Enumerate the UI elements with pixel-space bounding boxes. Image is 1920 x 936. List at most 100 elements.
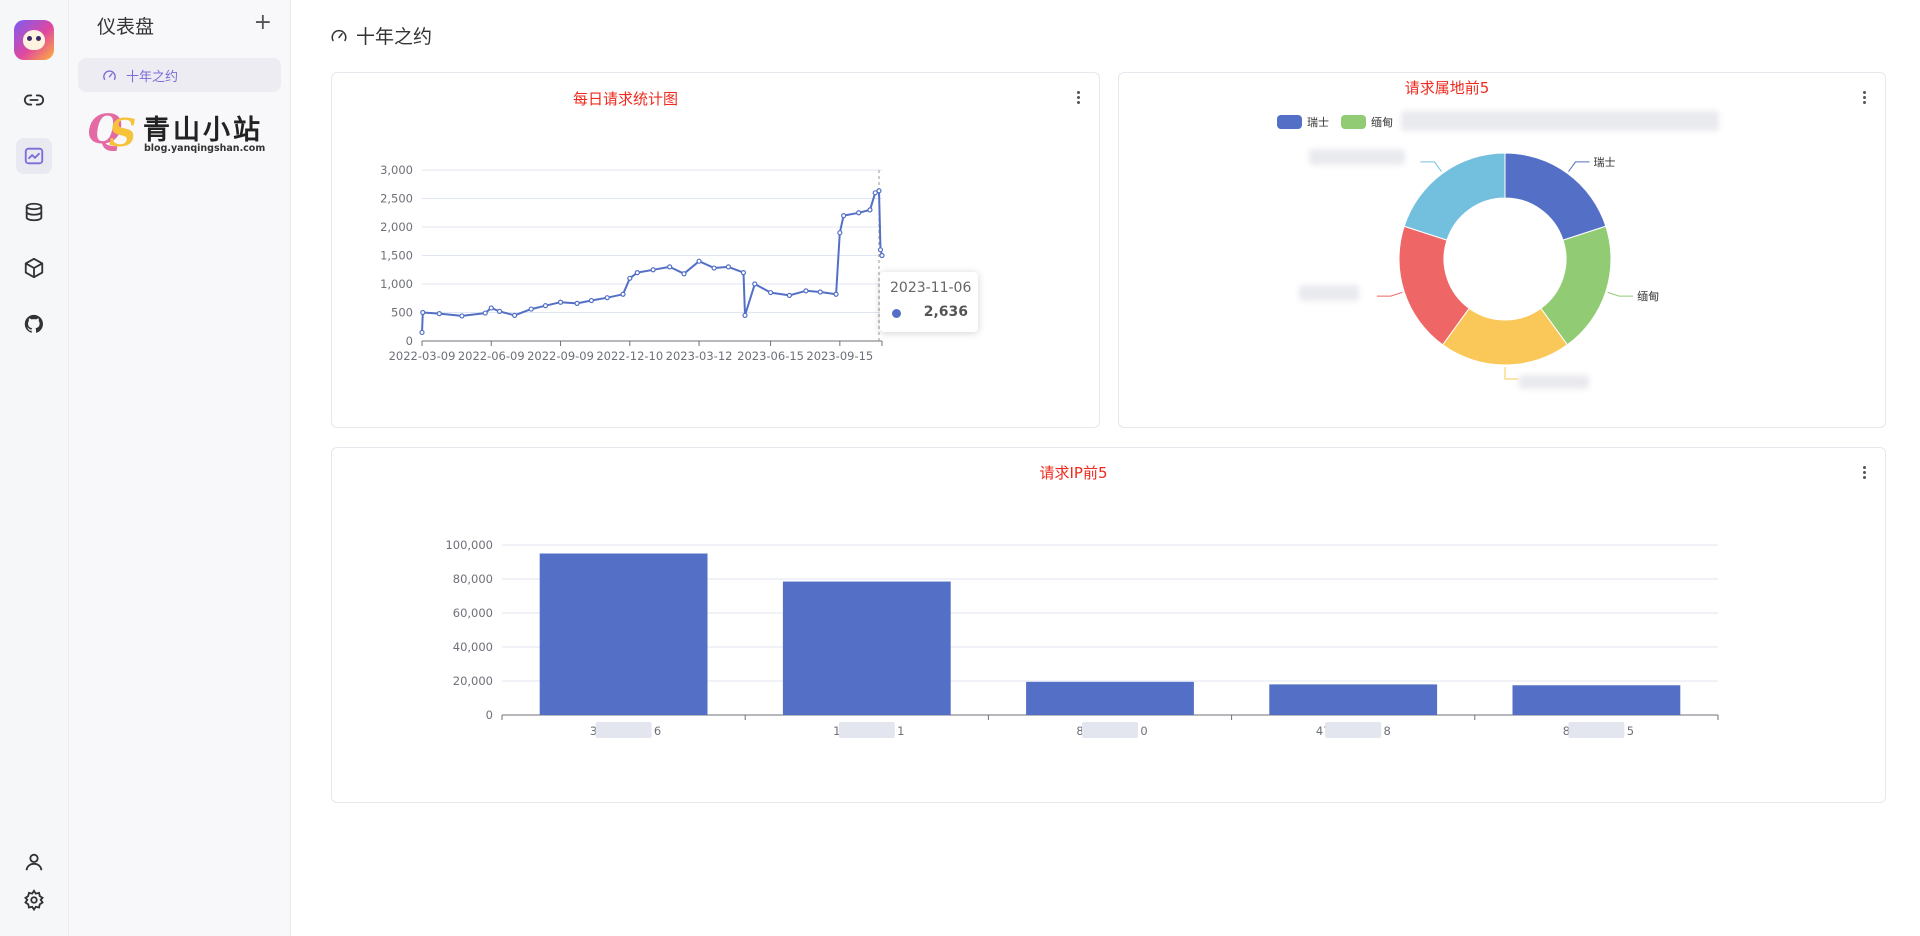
data-point — [634, 270, 640, 276]
link-icon[interactable] — [16, 82, 52, 118]
bear-face-icon — [23, 30, 45, 50]
data-point — [752, 281, 758, 287]
brand-name: 青山小站 — [143, 115, 263, 146]
page-title-text: 十年之约 — [356, 26, 433, 48]
gear-icon[interactable] — [16, 882, 52, 918]
data-point — [574, 300, 580, 306]
tooltip-date: 2023-11-06 — [890, 280, 972, 296]
cube-icon[interactable] — [16, 250, 52, 286]
data-point — [696, 258, 702, 264]
data-point — [588, 297, 594, 304]
data-point — [557, 299, 564, 305]
y-tick-label: 2,000 — [380, 220, 413, 234]
sidebar-title: 仪表盘 — [97, 16, 155, 38]
bar — [1512, 685, 1681, 715]
dashboard-sidebar: 仪表盘 + 十年之约 Q S 青山小站 blog.yanqingshan.com — [69, 0, 291, 936]
redacted-ip — [1325, 722, 1382, 738]
data-point — [872, 190, 878, 196]
label-leader — [1568, 161, 1590, 172]
tooltip-value: 2,636 — [923, 304, 968, 320]
data-point — [837, 230, 843, 236]
database-icon[interactable] — [16, 194, 52, 230]
legend-swatch — [1341, 115, 1366, 129]
slice-label: 缅甸 — [1637, 289, 1659, 303]
data-point — [419, 329, 425, 336]
app-logo[interactable] — [14, 20, 54, 60]
brand-s-letter: S — [109, 110, 137, 155]
y-tick-label: 2,500 — [380, 192, 413, 206]
gauge-icon — [331, 29, 347, 41]
x-tick-label: 2022-06-09 — [458, 349, 525, 363]
data-point — [867, 207, 873, 213]
label-leader — [1504, 367, 1519, 380]
sidebar-item-label: 十年之约 — [126, 69, 179, 85]
github-icon[interactable] — [16, 306, 52, 342]
label-leader — [1607, 291, 1634, 297]
redacted-label — [1309, 149, 1405, 165]
data-point — [803, 288, 809, 294]
redacted-ip — [595, 722, 652, 738]
daily-requests-card: 每日请求统计图 0 500 1,000 1,500 2,000 2,500 3,000 202… — [331, 72, 1100, 428]
x-tick-label: 0 — [1140, 724, 1147, 738]
data-point — [833, 291, 839, 297]
x-tick-label: 8 — [1076, 724, 1083, 738]
redacted-ip — [1082, 722, 1138, 738]
x-tick-label: 3 — [590, 724, 597, 738]
bar — [1026, 681, 1194, 715]
add-dashboard-button[interactable]: + — [253, 10, 272, 35]
data-point — [786, 292, 792, 298]
x-tick-label: 2023-03-12 — [666, 349, 733, 363]
redacted-legend — [1401, 111, 1719, 131]
x-tick-label: 5 — [1627, 724, 1634, 738]
data-point — [879, 252, 885, 259]
data-point — [767, 289, 774, 296]
data-point — [877, 247, 884, 253]
more-menu-icon[interactable] — [1863, 466, 1867, 480]
tooltip-series-dot — [892, 309, 901, 318]
y-tick-label: 1,000 — [380, 277, 413, 291]
legend-label: 瑞士 — [1307, 115, 1329, 129]
data-point — [742, 312, 748, 318]
more-menu-icon[interactable] — [1077, 91, 1081, 105]
data-point — [496, 308, 503, 314]
y-tick-label: 0 — [486, 708, 493, 722]
data-point — [841, 213, 847, 219]
more-menu-icon[interactable] — [1863, 91, 1867, 105]
data-point — [528, 306, 534, 312]
y-tick-label: 0 — [406, 334, 413, 348]
y-tick-label: 100,000 — [445, 538, 493, 552]
data-point — [459, 313, 465, 319]
x-tick-label: 8 — [1563, 724, 1570, 738]
user-icon[interactable] — [16, 844, 52, 880]
data-point — [725, 264, 732, 270]
request-ip-card: 请求IP前5 0 20,000 40,000 60,000 80,000 100,000 3… — [331, 447, 1886, 803]
bar — [1269, 684, 1438, 715]
redacted-ip — [1568, 722, 1625, 738]
data-point — [817, 289, 823, 295]
chart-title: 请求属地前5 — [1404, 79, 1490, 97]
data-point — [856, 210, 862, 216]
brand-q-letter: Q — [87, 106, 122, 153]
data-point — [681, 271, 687, 277]
chart-icon[interactable] — [16, 138, 52, 174]
icon-rail — [0, 0, 69, 936]
data-point — [620, 291, 626, 297]
y-tick-label: 1,500 — [380, 249, 413, 263]
data-point — [876, 188, 882, 194]
data-point — [650, 267, 656, 273]
blog-brand-logo[interactable]: Q S 青山小站 blog.yanqingshan.com — [87, 106, 277, 160]
sidebar-item-ten-year[interactable]: 十年之约 — [78, 58, 281, 92]
y-tick-label: 500 — [391, 306, 413, 320]
x-tick-label: 2022-03-09 — [389, 349, 456, 363]
x-tick-label: 8 — [1384, 724, 1391, 738]
data-point — [604, 295, 610, 301]
data-point — [667, 264, 673, 270]
redacted-label — [1519, 375, 1589, 389]
label-leader — [1420, 161, 1442, 172]
y-tick-label: 20,000 — [453, 674, 493, 688]
series-line — [421, 189, 883, 333]
data-point — [711, 265, 717, 271]
